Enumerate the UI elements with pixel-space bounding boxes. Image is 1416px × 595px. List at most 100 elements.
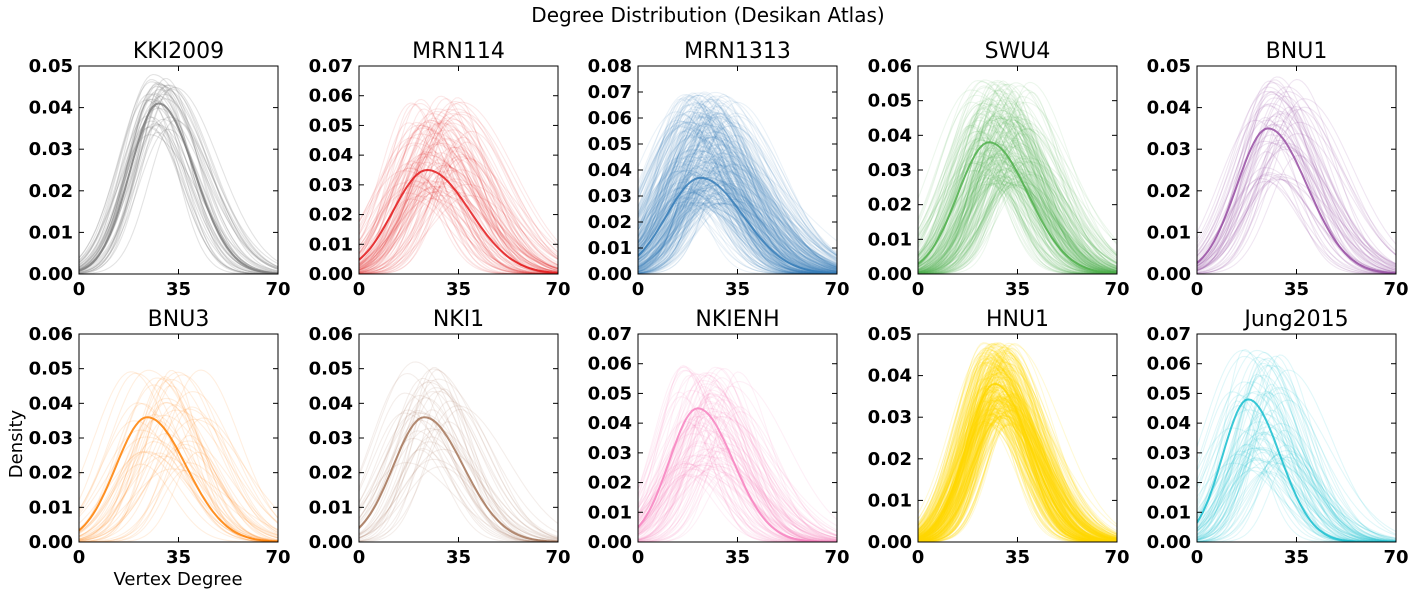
subject-curve <box>638 198 837 274</box>
curve-group <box>1197 348 1396 542</box>
subject-curve <box>918 162 1117 274</box>
subject-curve <box>638 146 837 274</box>
subject-curve <box>638 183 837 268</box>
y-tick-label: 0.02 <box>309 205 353 226</box>
subject-curve <box>638 442 837 537</box>
subject-curve <box>918 388 1117 542</box>
subject-curve <box>638 135 837 273</box>
subject-curve <box>918 386 1117 542</box>
subject-curve <box>638 131 837 270</box>
subject-curve <box>918 101 1117 272</box>
subject-curve <box>918 123 1117 274</box>
subject-curve <box>638 152 837 273</box>
subject-curve <box>918 142 1117 274</box>
subject-curve <box>359 175 558 274</box>
subject-curve <box>638 190 837 274</box>
x-tick-label: 70 <box>824 547 849 568</box>
subject-curve <box>359 400 558 542</box>
subject-curve <box>638 98 837 274</box>
subject-curve <box>359 142 558 273</box>
subject-curve <box>638 182 837 273</box>
subject-curve <box>918 180 1117 272</box>
subject-curve <box>638 156 837 274</box>
panel-jung2015: Jung2015 0.00 0.01 0.02 0.03 0.04 0.05 0.06 0.07… <box>1147 307 1409 568</box>
subject-curve <box>918 171 1117 274</box>
subject-curve <box>918 137 1117 273</box>
subject-curve <box>918 404 1117 540</box>
subject-curve <box>918 101 1117 274</box>
subject-curve <box>79 371 278 542</box>
subject-curve <box>359 194 558 271</box>
subject-curve <box>918 183 1117 274</box>
subject-curve <box>918 381 1117 542</box>
subject-curve <box>918 136 1117 274</box>
subject-curve <box>918 103 1117 272</box>
subject-curve <box>918 132 1117 274</box>
subject-curve <box>1197 381 1396 542</box>
y-tick-label: 0.05 <box>309 115 353 136</box>
y-tick-label: 0.00 <box>1147 532 1191 553</box>
subject-curve <box>638 155 837 274</box>
subject-curve <box>918 404 1117 542</box>
subject-curve <box>918 154 1117 269</box>
subject-curve <box>638 464 837 542</box>
subject-curve <box>638 182 837 274</box>
subject-curve <box>918 143 1117 274</box>
subject-curve <box>918 388 1117 539</box>
subject-curve <box>638 181 837 269</box>
subject-curve <box>1197 437 1396 542</box>
subject-curve <box>1197 106 1396 274</box>
subject-curve <box>638 94 837 274</box>
subject-curve <box>1197 351 1396 542</box>
subject-curve <box>918 176 1117 274</box>
subject-curve <box>638 413 837 542</box>
y-tick-label: 0.06 <box>1147 354 1191 375</box>
subject-curve <box>918 132 1117 274</box>
subject-curve <box>918 384 1117 541</box>
subject-curve <box>918 125 1117 272</box>
subject-curve <box>638 182 837 274</box>
subject-curve <box>918 349 1117 542</box>
subject-curve <box>918 351 1117 542</box>
subject-curve <box>918 361 1117 539</box>
subject-curve <box>79 440 278 541</box>
subject-curve <box>918 401 1117 542</box>
subject-curve <box>638 91 837 253</box>
subject-curve <box>918 371 1117 541</box>
subject-curve <box>918 417 1117 541</box>
subject-curve <box>918 110 1117 274</box>
subject-curve <box>1197 142 1396 272</box>
subject-curve <box>1197 349 1396 536</box>
subject-curve <box>918 390 1117 542</box>
subject-curve <box>638 176 837 268</box>
subject-curve <box>1197 133 1396 274</box>
subject-curve <box>918 117 1117 269</box>
subject-curve <box>359 122 558 256</box>
subject-curve <box>1197 178 1396 274</box>
subject-curve <box>79 371 278 537</box>
y-tick-label: 0.02 <box>868 195 912 216</box>
subject-curve <box>638 184 837 270</box>
subject-curve <box>918 156 1117 269</box>
subject-curve <box>638 170 837 264</box>
subject-curve <box>918 116 1117 274</box>
subject-curve <box>918 372 1117 542</box>
subject-curve <box>918 184 1117 273</box>
subject-curve <box>918 352 1117 542</box>
subject-curve <box>918 116 1117 274</box>
subject-curve <box>918 137 1117 272</box>
subject-curve <box>359 101 558 266</box>
subject-curve <box>638 368 837 542</box>
subject-curve <box>918 376 1117 541</box>
y-tick-label: 0.02 <box>1147 473 1191 494</box>
subject-curve <box>918 364 1117 542</box>
subject-curve <box>918 88 1117 274</box>
y-tick-label: 0.07 <box>1147 324 1191 345</box>
subject-curve <box>638 164 837 273</box>
subject-curve <box>918 128 1117 274</box>
subject-curve <box>918 399 1117 542</box>
subject-curve <box>638 128 837 274</box>
subject-curve <box>918 148 1117 274</box>
subject-curve <box>359 157 558 274</box>
subject-curve <box>638 115 837 268</box>
